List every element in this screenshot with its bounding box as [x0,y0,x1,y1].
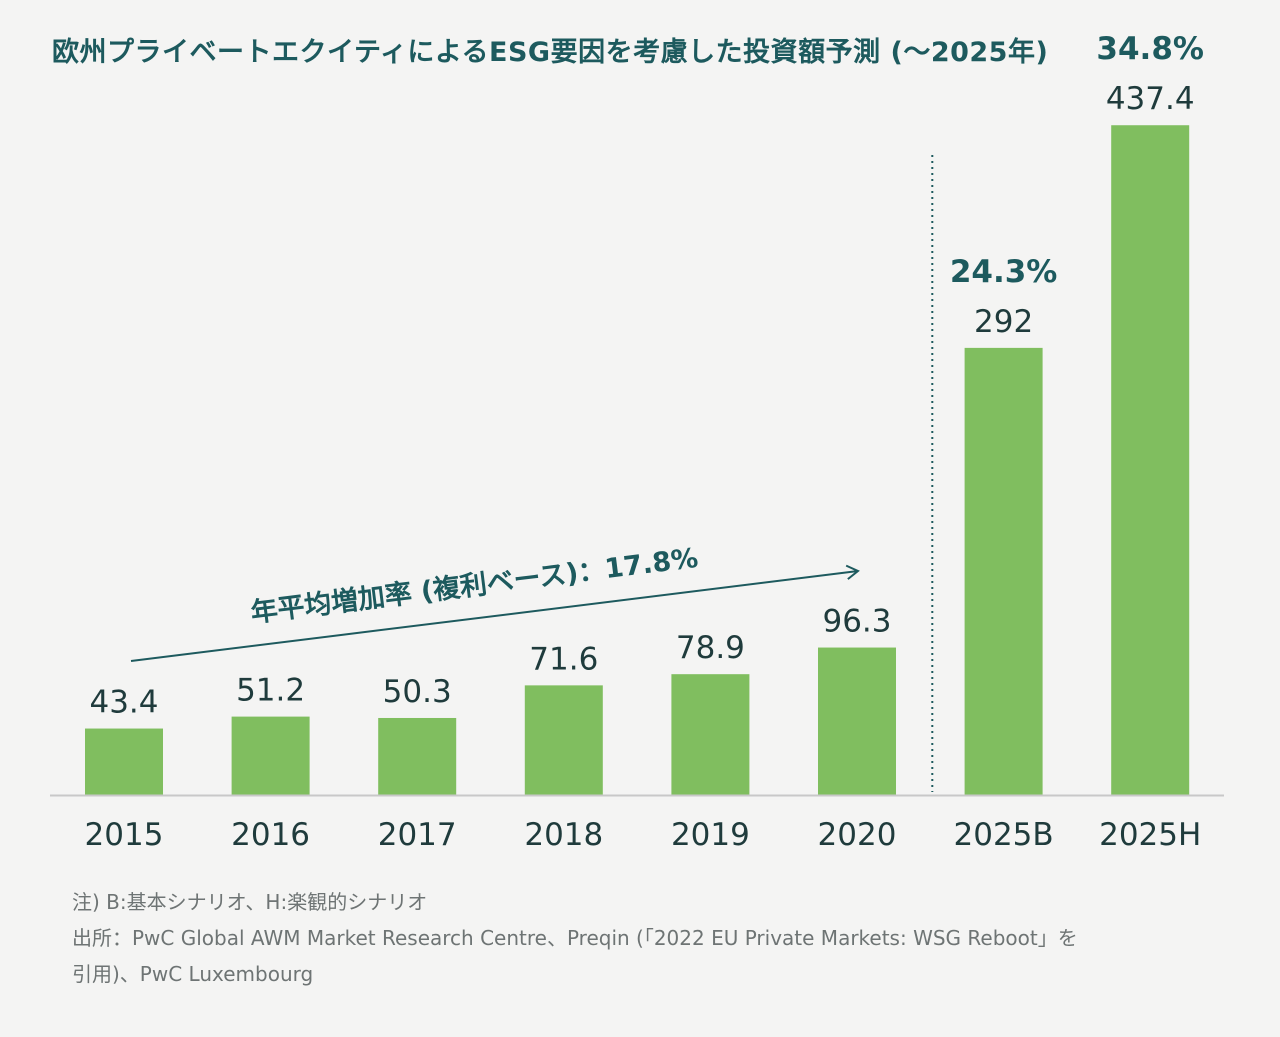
source-line-cont: 引用)、PwC Luxembourg [72,962,314,986]
footnotes: 注) B:基本シナリオ、H:楽観的シナリオ 出所：PwC Global AWM … [72,884,1202,992]
value-label-2025H: 437.4 [1106,81,1195,117]
bar-2019 [671,674,750,795]
source-line: 出所：PwC Global AWM Market Research Centre… [72,926,1078,950]
value-label-2018: 71.6 [529,641,598,677]
value-label-2016: 51.2 [236,673,305,709]
growth-label-2025B: 24.3% [950,254,1058,290]
bar-2020 [818,647,896,795]
growth-label-2025H: 34.8% [1096,31,1204,67]
x-tick-2020: 2020 [818,817,897,853]
bars-group: 43.4 2015 51.2 2016 50.3 2017 71.6 2018 78.9 2019… [85,31,1204,853]
x-tick-2015: 2015 [85,817,164,853]
bar-2025H [1111,125,1190,795]
bar-2017 [378,717,457,795]
bar-2018 [524,685,603,795]
x-tick-2017: 2017 [378,817,457,853]
x-tick-2019: 2019 [671,817,750,853]
value-label-2019: 78.9 [676,630,745,666]
x-tick-2016: 2016 [231,817,310,853]
chart-title: 欧州プライベートエクイティによるESG要因を考慮した投資額予測 (〜2025年) [52,37,1049,68]
cagr-arrow [130,570,859,662]
x-tick-2025H: 2025H [1099,817,1201,853]
value-label-2017: 50.3 [383,674,452,710]
value-label-2025B: 292 [974,304,1033,340]
bar-chart: 43.4 2015 51.2 2016 50.3 2017 71.6 2018 78.9 2019… [50,31,1224,853]
bar-2025B [964,347,1043,795]
cagr-label: 年平均増加率 (複利ベース)：17.8% [249,542,700,629]
cagr-arrow-head [845,564,860,580]
note-line: 注) B:基本シナリオ、H:楽観的シナリオ [72,890,428,914]
value-label-2020: 96.3 [822,604,891,640]
x-tick-2018: 2018 [524,817,603,853]
cagr-annotation: 年平均増加率 (複利ベース)：17.8% [130,542,860,662]
bar-2015 [85,728,163,795]
x-tick-2025B: 2025B [954,817,1054,853]
bar-2016 [231,716,310,795]
value-label-2015: 43.4 [89,685,158,721]
